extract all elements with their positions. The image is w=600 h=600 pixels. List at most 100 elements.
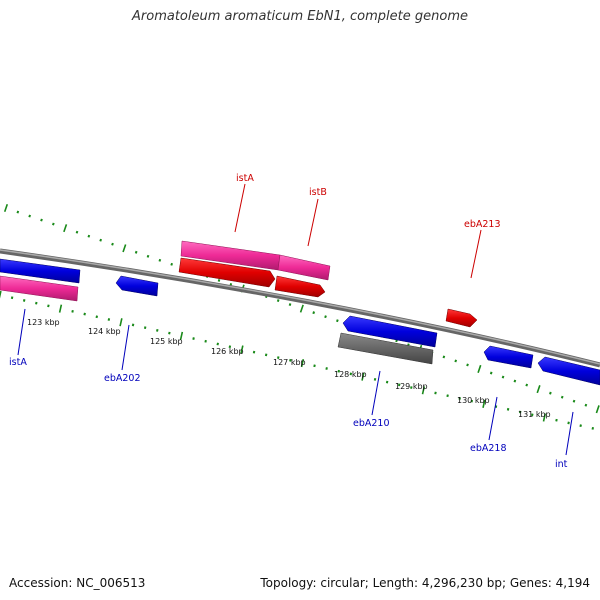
minor-tick: [458, 397, 461, 400]
minor-tick: [324, 315, 327, 319]
gene-label-ebA218[interactable]: ebA218: [470, 443, 507, 454]
minor-tick: [531, 413, 534, 417]
minor-tick: [156, 328, 159, 332]
minor-tick: [10, 296, 14, 300]
minor-tick: [397, 383, 401, 387]
leader-line-ebA213: [470, 229, 482, 279]
feature-pink-left[interactable]: [0, 275, 79, 302]
minor-tick: [28, 214, 32, 218]
leader-line-istA-bottom: [17, 308, 26, 356]
minor-tick: [501, 375, 505, 379]
leader-line-int: [565, 411, 574, 456]
gene-label-ebA202[interactable]: ebA202: [104, 373, 141, 384]
feature-red-istB[interactable]: [274, 275, 326, 298]
minor-tick: [579, 424, 582, 428]
major-tick: [477, 364, 482, 374]
major-tick: [300, 358, 305, 368]
minor-tick: [385, 380, 389, 384]
minor-tick: [168, 331, 171, 335]
major-tick: [482, 399, 486, 408]
minor-tick: [47, 304, 50, 308]
kbp-label-128: 128 kbp: [334, 370, 367, 379]
minor-tick: [16, 210, 20, 214]
minor-tick: [513, 379, 517, 383]
feature-blue-ebA210[interactable]: [342, 315, 438, 348]
major-tick: [542, 413, 547, 422]
minor-tick: [525, 383, 529, 387]
minor-tick: [264, 353, 268, 357]
minor-tick: [22, 299, 26, 302]
minor-tick: [288, 303, 292, 307]
gene-labels: istA istB ebA213 istA ebA202 ebA210 ebA2…: [9, 173, 574, 470]
major-tick: [119, 318, 123, 327]
topology-text: Topology: circular; Length: 4,296,230 bp…: [260, 576, 590, 590]
minor-tick: [560, 395, 564, 399]
map-title: Aromatoleum aromaticum EbN1, complete ge…: [132, 9, 468, 24]
minor-tick: [131, 323, 135, 327]
major-tick: [63, 224, 68, 233]
minor-tick: [111, 242, 114, 246]
minor-tick: [216, 342, 219, 346]
gene-label-ebA213[interactable]: ebA213: [464, 219, 501, 230]
major-tick: [536, 385, 541, 394]
minor-tick: [506, 407, 510, 411]
gene-label-istA-bottom[interactable]: istA: [9, 357, 27, 368]
minor-tick: [489, 371, 493, 375]
feature-blue-ebA218[interactable]: [483, 345, 534, 369]
minor-tick: [35, 301, 38, 305]
minor-tick: [442, 355, 446, 359]
feature-red-istA[interactable]: [178, 257, 276, 288]
gene-label-ebA210[interactable]: ebA210: [353, 418, 390, 429]
kbp-label-125: 125 kbp: [150, 337, 183, 346]
major-tick: [240, 345, 244, 354]
minor-tick: [52, 222, 55, 226]
feature-pink-2[interactable]: [277, 254, 331, 281]
genome-backbone-highlight: [0, 249, 600, 365]
minor-tick: [134, 250, 138, 254]
inner-tick-track: [0, 290, 595, 430]
minor-tick: [584, 403, 588, 407]
accession-text: Accession: NC_006513: [9, 576, 146, 590]
minor-tick: [470, 399, 474, 403]
minor-tick: [40, 218, 43, 222]
kbp-label-126: 126 kbp: [211, 347, 244, 356]
major-tick: [595, 405, 600, 414]
minor-tick: [549, 391, 552, 395]
major-tick: [58, 304, 63, 313]
minor-tick: [454, 359, 458, 363]
genome-backbone: [0, 248, 600, 368]
outer-tick-track: [3, 203, 600, 414]
minor-tick: [276, 299, 280, 303]
minor-tick: [466, 363, 469, 367]
kbp-label-127: 127 kbp: [273, 358, 306, 367]
minor-tick: [325, 367, 328, 370]
minor-tick: [170, 262, 174, 266]
minor-tick: [518, 410, 522, 414]
minor-tick: [410, 386, 413, 389]
gene-label-istA-top[interactable]: istA: [236, 173, 254, 184]
kbp-label-131: 131 kbp: [518, 410, 551, 419]
major-tick: [299, 304, 304, 313]
minor-tick: [494, 405, 498, 408]
feature-blue-ebA202[interactable]: [115, 275, 159, 297]
minor-tick: [252, 350, 256, 354]
feature-blue-int[interactable]: [537, 356, 600, 386]
minor-tick: [143, 326, 147, 330]
minor-tick: [289, 358, 292, 362]
feature-red-ebA213[interactable]: [445, 308, 478, 328]
minor-tick: [336, 319, 339, 323]
feature-blue-istA[interactable]: [0, 258, 81, 284]
major-tick: [3, 203, 9, 213]
gene-label-int[interactable]: int: [555, 459, 568, 470]
leader-line-ebA202: [121, 324, 130, 371]
major-tick: [421, 386, 426, 395]
minor-tick: [349, 372, 353, 376]
minor-tick: [87, 234, 91, 238]
leader-line-ebA218: [488, 396, 498, 441]
feature-gray[interactable]: [337, 332, 434, 365]
minor-tick: [373, 377, 377, 381]
minor-tick: [446, 394, 449, 398]
gene-label-istB[interactable]: istB: [309, 187, 327, 198]
minor-tick: [158, 258, 162, 262]
